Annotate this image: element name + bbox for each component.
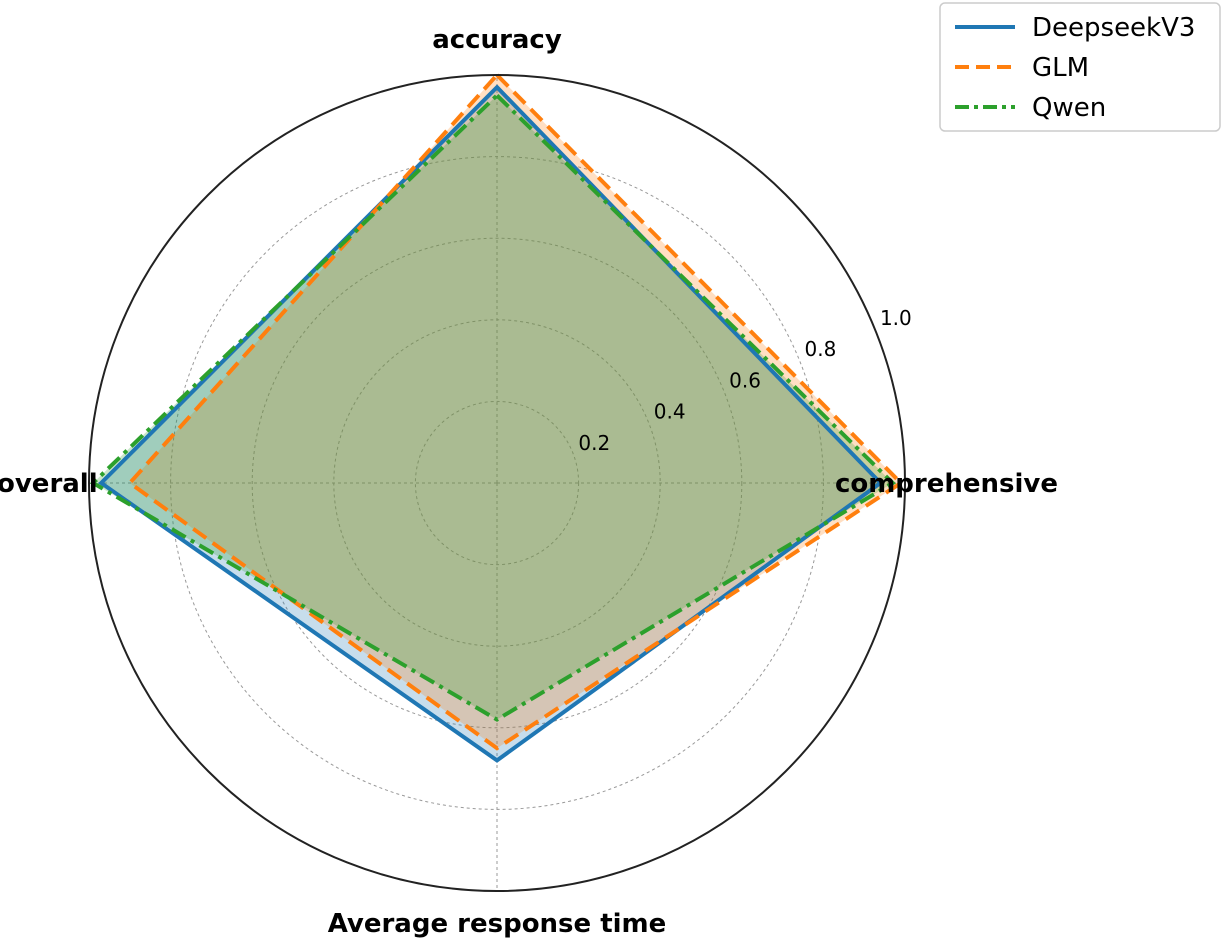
axis-label: Average response time: [328, 909, 667, 939]
grid: [89, 75, 905, 891]
radial-tick-label: 0.2: [578, 431, 610, 455]
outer-ring: [88, 74, 906, 892]
radial-tick-label: 1.0: [880, 306, 912, 330]
grid-circle: [251, 237, 743, 729]
legend: DeepseekV3 GLM Qwen: [939, 2, 1221, 132]
radial-tick-label: 0.6: [729, 368, 761, 392]
legend-box: [939, 2, 1221, 132]
series-fills: [93, 75, 901, 761]
grid-circle: [414, 400, 580, 566]
axis-labels: accuracy comprehensive Average response ti…: [0, 25, 1058, 939]
series-line-glm: [126, 72, 905, 751]
legend-label: DeepseekV3: [1032, 13, 1195, 43]
axis-label: accuracy: [432, 25, 562, 55]
series-fill-glm: [129, 75, 901, 749]
radial-tick-labels: 0.2 0.4 0.6 0.8 1.0: [578, 306, 911, 455]
legend-label: Qwen: [1032, 93, 1106, 123]
axis-label: comprehensive: [835, 469, 1058, 499]
radial-tick-label: 0.4: [654, 400, 686, 424]
series-fill-deepseekv3: [101, 87, 881, 761]
axis-label: overall: [0, 469, 98, 499]
radial-tick-label: 0.8: [805, 337, 837, 361]
legend-label: GLM: [1032, 53, 1089, 83]
series-line-qwen: [89, 92, 897, 722]
series-lines: [89, 72, 905, 763]
series-fill-qwen: [93, 95, 893, 720]
